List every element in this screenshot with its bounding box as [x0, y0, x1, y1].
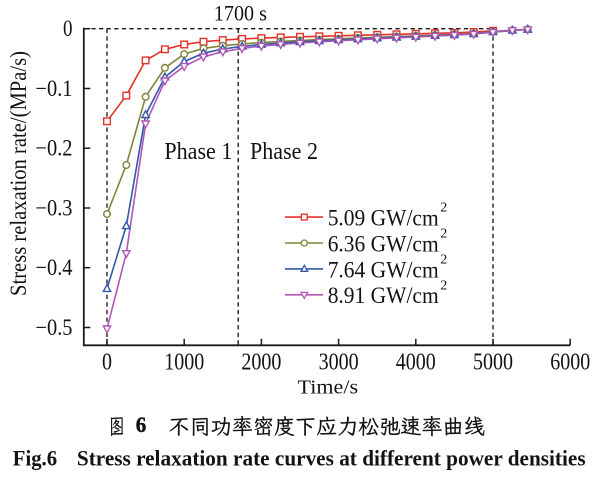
svg-text:7.64 GW/cm: 7.64 GW/cm	[328, 257, 439, 282]
svg-text:2: 2	[440, 252, 447, 267]
svg-text:−0.5: −0.5	[36, 315, 73, 340]
svg-text:Time/s: Time/s	[298, 377, 359, 399]
svg-text:Stress relaxation rate/(MPa/s): Stress relaxation rate/(MPa/s)	[6, 51, 31, 296]
svg-text:8.91 GW/cm: 8.91 GW/cm	[328, 283, 439, 308]
svg-text:−0.2: −0.2	[36, 136, 73, 161]
svg-text:5000: 5000	[473, 350, 513, 376]
svg-text:3000: 3000	[319, 350, 359, 376]
svg-text:1700 s: 1700 s	[214, 1, 267, 26]
svg-text:1000: 1000	[164, 350, 204, 376]
svg-text:2: 2	[440, 227, 447, 242]
svg-text:−0.3: −0.3	[36, 195, 73, 220]
svg-text:Phase 2: Phase 2	[250, 138, 318, 165]
svg-text:Phase 1: Phase 1	[164, 138, 232, 165]
svg-text:5.09 GW/cm: 5.09 GW/cm	[328, 206, 439, 231]
svg-text:2: 2	[440, 278, 447, 293]
svg-text:2000: 2000	[241, 350, 281, 376]
svg-text:Fig.6: Fig.6	[13, 446, 57, 471]
svg-text:4000: 4000	[396, 350, 436, 376]
svg-text:6.36 GW/cm: 6.36 GW/cm	[328, 231, 439, 256]
svg-text:−0.4: −0.4	[36, 255, 73, 280]
svg-text:−0.1: −0.1	[36, 76, 73, 101]
svg-text:6: 6	[136, 412, 147, 437]
svg-text:6000: 6000	[550, 350, 590, 376]
svg-text:0: 0	[102, 350, 112, 376]
svg-text:Stress relaxation rate curves: Stress relaxation rate curves at differe…	[77, 446, 586, 471]
svg-text:2: 2	[440, 201, 447, 216]
svg-text:0: 0	[63, 16, 73, 41]
